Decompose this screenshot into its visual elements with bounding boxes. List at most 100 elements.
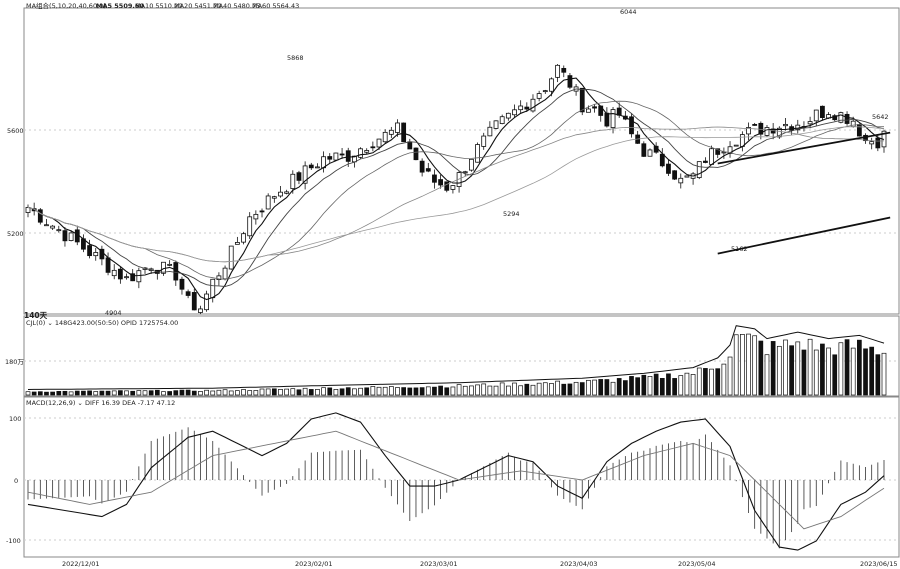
volume-bar: [776, 345, 782, 396]
volume-bar: [524, 383, 530, 396]
ma10-readout: MA10 5510.20: [135, 2, 182, 10]
volume-bar: [136, 390, 142, 396]
volume-bar: [161, 391, 166, 396]
macd-dea-line: [27, 430, 885, 530]
candle-body: [592, 106, 597, 109]
volume-bar: [850, 347, 856, 396]
volume-bar: [801, 349, 807, 396]
volume-bar: [284, 388, 289, 396]
volume-bar: [709, 368, 714, 396]
volume-bar: [475, 384, 480, 396]
volume-bar: [44, 391, 49, 396]
volume-bar: [253, 390, 259, 396]
volume-bar: [450, 386, 456, 396]
volume-bar: [789, 345, 794, 396]
volume-bar: [598, 379, 604, 396]
volume-label: CJL(0) ⌄ 148G423.00(50:50) OPID 1725754.…: [26, 319, 178, 327]
volume-bar: [764, 354, 770, 396]
volume-bar: [740, 334, 745, 396]
macd-diff-line: [27, 412, 885, 551]
volume-bar: [469, 385, 474, 396]
macd-panel-frame: [23, 396, 900, 558]
candle-body: [462, 171, 468, 174]
volume-bar: [838, 342, 844, 396]
candle-body: [167, 263, 173, 266]
candle-body: [185, 291, 191, 296]
annotation-high-5868: 5868: [287, 54, 304, 62]
ma60-line: [27, 126, 885, 263]
candle-body: [512, 109, 517, 116]
candle-body: [468, 158, 474, 171]
candle-body: [524, 106, 530, 110]
candle-body: [536, 93, 542, 99]
volume-bar: [438, 385, 443, 396]
candle-body: [678, 177, 684, 184]
volume-bar: [567, 383, 573, 396]
volume-bar: [659, 378, 665, 396]
candle-body: [345, 150, 351, 162]
volume-bar: [456, 384, 462, 396]
y-tick-5200: 5200: [7, 230, 24, 238]
candle-body: [87, 245, 92, 257]
volume-bar: [647, 375, 653, 396]
volume-bar: [758, 340, 764, 396]
volume-bar: [99, 390, 105, 396]
candle-body: [370, 146, 376, 149]
candle-body: [382, 131, 388, 143]
candle-body: [333, 152, 339, 161]
candle-body: [37, 209, 43, 223]
candle-body: [413, 147, 419, 161]
candle-body: [481, 135, 487, 147]
volume-bar: [154, 389, 160, 396]
volume-bar: [216, 389, 222, 396]
volume-bar: [321, 387, 326, 396]
candle-body: [327, 156, 333, 160]
candle-body: [204, 293, 209, 311]
candle-body: [444, 181, 450, 191]
candle-body: [696, 161, 702, 179]
volume-bar: [388, 386, 394, 396]
candle-body: [659, 153, 665, 167]
period-label: 140天: [24, 311, 48, 320]
candle-body: [117, 268, 123, 280]
volume-bar: [315, 389, 320, 396]
ma40-line: [27, 126, 885, 263]
volume-bar: [395, 387, 400, 396]
volume-bar: [536, 382, 542, 396]
volume-bar: [352, 388, 357, 396]
volume-bar: [432, 386, 437, 396]
volume-bar: [333, 389, 339, 396]
candle-body: [629, 116, 634, 135]
candle-body: [247, 216, 253, 237]
volume-bar: [31, 391, 37, 396]
volume-panel-frame: [23, 315, 900, 397]
candle-body: [764, 127, 770, 136]
volume-bar: [653, 373, 659, 396]
volume-bar: [444, 387, 450, 396]
candle-body: [703, 160, 708, 163]
volume-bar: [204, 389, 209, 396]
candle-body: [105, 257, 111, 273]
volume-bar: [875, 354, 881, 396]
candle-body: [56, 229, 62, 232]
candle-body: [647, 149, 653, 157]
ma10-line: [27, 88, 885, 287]
volume-bar: [844, 339, 850, 396]
volume-bar: [278, 388, 283, 396]
volume-bar: [167, 391, 172, 396]
volume-bar: [518, 385, 524, 396]
volume-bar: [228, 390, 234, 396]
candle-body: [284, 191, 290, 194]
ma20-readout: MA20 5451.70: [174, 2, 221, 10]
volume-bar: [672, 378, 677, 396]
candle-body: [93, 252, 99, 257]
volume-bar: [191, 390, 197, 396]
candle-body: [838, 112, 844, 123]
candle-body: [228, 245, 234, 270]
volume-bar: [62, 390, 68, 396]
candle-body: [62, 230, 68, 242]
volume-bar: [124, 390, 129, 396]
y-tick-5600: 5600: [7, 127, 24, 135]
candle-body: [684, 175, 690, 178]
